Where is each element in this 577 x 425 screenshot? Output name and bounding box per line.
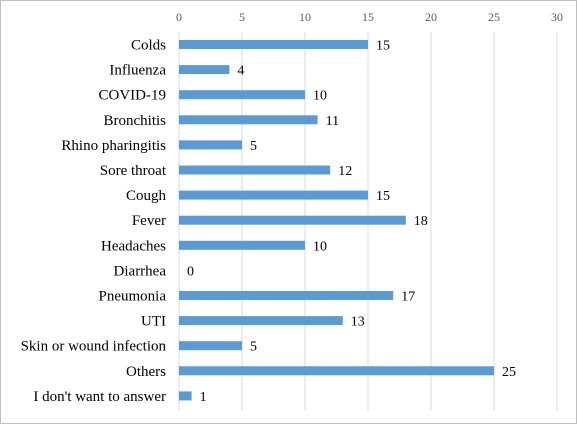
category-label-i-don-t-want-to-answer: I don't want to answer <box>33 389 166 405</box>
category-label-diarrhea: Diarrhea <box>114 263 167 279</box>
bar-fever <box>179 215 406 225</box>
category-label-headaches: Headaches <box>101 238 166 254</box>
data-label-i-don-t-want-to-answer: 1 <box>200 390 207 405</box>
bar-rhino-pharingitis <box>179 140 242 150</box>
category-label-others: Others <box>126 364 166 380</box>
data-label-covid-19: 10 <box>313 89 327 104</box>
category-label-covid-19: COVID-19 <box>99 88 167 104</box>
data-label-bronchitis: 11 <box>326 114 339 129</box>
category-label-influenza: Influenza <box>109 63 166 79</box>
data-label-cough: 15 <box>376 189 390 204</box>
data-label-diarrhea: 0 <box>187 264 194 279</box>
category-label-skin-or-wound-infection: Skin or wound infection <box>21 339 167 355</box>
x-tick-label-0: 0 <box>176 10 182 24</box>
data-label-skin-or-wound-infection: 5 <box>250 340 257 355</box>
data-label-fever: 18 <box>414 214 428 229</box>
data-label-uti: 13 <box>351 315 365 330</box>
x-tick-label-10: 10 <box>299 10 311 24</box>
data-label-sore-throat: 12 <box>338 164 352 179</box>
bar-bronchitis <box>179 115 318 125</box>
bar-i-don-t-want-to-answer <box>179 391 192 401</box>
data-label-colds: 15 <box>376 39 390 54</box>
category-label-uti: UTI <box>141 314 166 330</box>
category-label-cough: Cough <box>126 188 167 204</box>
data-label-others: 25 <box>502 365 516 380</box>
x-tick-label-20: 20 <box>425 10 437 24</box>
category-label-sore-throat: Sore throat <box>100 163 167 179</box>
data-label-influenza: 4 <box>237 64 244 79</box>
data-label-pneumonia: 17 <box>401 290 415 305</box>
data-label-headaches: 10 <box>313 239 327 254</box>
category-label-pneumonia: Pneumonia <box>99 289 167 305</box>
x-tick-label-25: 25 <box>488 10 500 24</box>
bar-colds <box>179 40 368 49</box>
bar-sore-throat <box>179 165 331 175</box>
bar-cough <box>179 190 368 200</box>
bar-pneumonia <box>179 291 394 300</box>
data-label-rhino-pharingitis: 5 <box>250 139 257 154</box>
category-label-rhino-pharingitis: Rhino pharingitis <box>61 138 166 154</box>
bar-uti <box>179 316 343 326</box>
bar-skin-or-wound-infection <box>179 341 242 351</box>
category-label-fever: Fever <box>132 213 166 229</box>
bar-others <box>179 366 494 376</box>
category-label-colds: Colds <box>131 38 166 54</box>
bar-covid-19 <box>179 90 305 100</box>
x-tick-label-15: 15 <box>362 10 374 24</box>
x-tick-label-5: 5 <box>239 10 245 24</box>
x-tick-label-30: 30 <box>551 10 563 24</box>
bar-influenza <box>179 65 230 75</box>
bar-headaches <box>179 240 305 250</box>
category-label-bronchitis: Bronchitis <box>104 113 167 129</box>
